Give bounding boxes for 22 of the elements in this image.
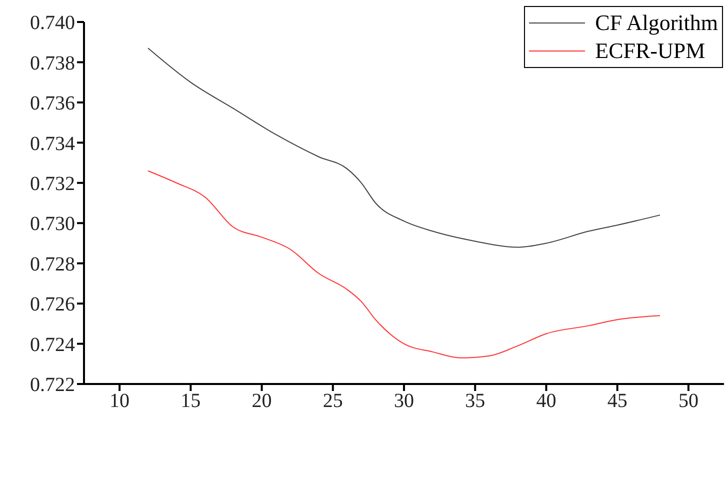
y-tick-label: 0.724 bbox=[30, 334, 75, 356]
x-tick-label: 15 bbox=[180, 390, 201, 412]
x-tick-label: 45 bbox=[607, 390, 628, 412]
y-tick-label: 0.740 bbox=[30, 12, 75, 34]
legend-label: CF Algorithm bbox=[595, 10, 718, 36]
x-tick-label: 50 bbox=[678, 390, 698, 412]
y-tick-label: 0.722 bbox=[30, 374, 75, 396]
legend-label: ECFR-UPM bbox=[595, 38, 706, 64]
y-tick-label: 0.738 bbox=[30, 52, 75, 74]
x-tick-label: 20 bbox=[252, 390, 272, 412]
y-tick-label: 0.732 bbox=[30, 172, 75, 195]
line-series bbox=[148, 170, 660, 358]
x-tick-label: 40 bbox=[536, 390, 556, 412]
x-tick-label: 10 bbox=[110, 390, 130, 412]
x-tick-label: 30 bbox=[394, 390, 414, 412]
x-tick-label: 35 bbox=[465, 390, 486, 412]
y-tick-label: 0.734 bbox=[30, 132, 75, 155]
y-tick-label: 0.726 bbox=[30, 294, 75, 316]
x-tick-label: 25 bbox=[322, 390, 343, 412]
y-tick-label: 0.728 bbox=[30, 253, 75, 276]
y-tick-label: 0.730 bbox=[30, 213, 75, 236]
y-tick-label: 0.736 bbox=[30, 92, 75, 115]
